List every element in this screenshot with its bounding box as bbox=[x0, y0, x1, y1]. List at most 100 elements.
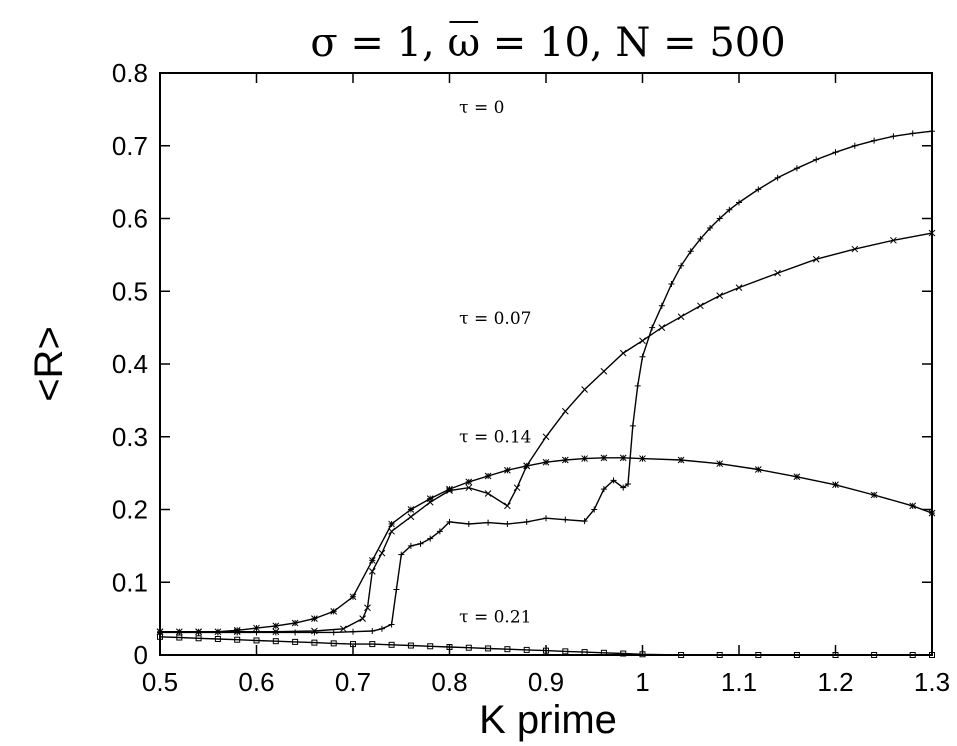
data-point bbox=[634, 382, 641, 389]
data-point bbox=[543, 647, 549, 654]
data-point bbox=[812, 255, 820, 263]
data-point bbox=[793, 165, 800, 172]
data-point bbox=[928, 229, 936, 237]
y-tick-label: 0.4 bbox=[112, 349, 148, 379]
x-tick-label: 1.1 bbox=[721, 667, 757, 697]
x-tick-label: 0.8 bbox=[431, 667, 467, 697]
y-tick-label: 0.7 bbox=[112, 131, 148, 161]
data-point bbox=[485, 645, 492, 652]
data-point bbox=[195, 635, 202, 642]
data-point bbox=[176, 634, 183, 641]
data-point bbox=[407, 642, 414, 649]
data-point bbox=[581, 649, 588, 656]
data-point bbox=[368, 567, 376, 575]
data-point bbox=[234, 636, 241, 643]
y-tick-label: 0.5 bbox=[112, 276, 148, 306]
data-point bbox=[465, 484, 473, 492]
data-point bbox=[871, 652, 878, 658]
data-point bbox=[600, 367, 608, 375]
data-point bbox=[736, 199, 742, 206]
x-tick-label: 1.3 bbox=[914, 667, 950, 697]
data-point bbox=[561, 407, 569, 415]
data-point bbox=[620, 650, 627, 657]
data-point bbox=[707, 224, 714, 231]
data-point bbox=[388, 641, 395, 648]
data-point bbox=[253, 637, 260, 644]
series-label-1: τ = 0.07 bbox=[459, 309, 531, 329]
y-axis-label: <R> bbox=[27, 326, 71, 402]
data-point bbox=[465, 521, 472, 528]
data-point bbox=[677, 456, 685, 464]
chart-title: σ = 1, ω = 10, N = 500 bbox=[310, 20, 785, 66]
y-tick-label: 0 bbox=[134, 640, 148, 670]
data-point bbox=[330, 607, 338, 615]
data-point bbox=[378, 549, 386, 557]
plot-area: 0.5 0.6 0.7 0.8 0.9 1 1.1 1.2 1.3 0 0.1 0.2 0.3 0.4 0.… bbox=[112, 58, 950, 697]
y-tick-label: 0.8 bbox=[112, 58, 148, 88]
data-point bbox=[726, 206, 733, 213]
data-point bbox=[436, 528, 443, 535]
data-point bbox=[349, 593, 357, 601]
y-tick-label: 0.3 bbox=[112, 422, 148, 452]
data-point bbox=[253, 624, 260, 632]
data-point bbox=[774, 269, 781, 277]
data-point bbox=[542, 458, 550, 466]
data-point bbox=[291, 619, 299, 627]
data-point bbox=[581, 455, 588, 462]
data-point bbox=[793, 473, 801, 481]
data-point bbox=[446, 643, 453, 650]
data-point bbox=[716, 292, 724, 299]
data-point bbox=[504, 466, 511, 474]
data-point bbox=[871, 137, 878, 144]
data-point bbox=[658, 302, 665, 309]
data-point bbox=[513, 484, 521, 492]
data-point bbox=[870, 491, 878, 499]
data-point bbox=[581, 518, 588, 525]
data-point bbox=[350, 628, 356, 635]
data-point bbox=[388, 527, 395, 535]
data-point bbox=[523, 646, 530, 653]
data-point bbox=[195, 628, 202, 636]
data-point bbox=[523, 518, 530, 525]
data-point bbox=[639, 353, 646, 360]
data-point bbox=[446, 485, 453, 493]
data-point bbox=[393, 586, 400, 593]
data-point bbox=[272, 638, 279, 645]
data-point bbox=[504, 646, 511, 653]
series-line-1 bbox=[160, 232, 933, 633]
data-point bbox=[620, 484, 627, 491]
data-point bbox=[610, 477, 617, 484]
x-tick-label: 0.7 bbox=[335, 667, 371, 697]
data-point bbox=[426, 495, 434, 502]
data-point bbox=[668, 280, 675, 287]
data-point bbox=[542, 433, 550, 441]
data-point bbox=[311, 639, 318, 646]
data-point bbox=[292, 629, 299, 636]
data-point bbox=[678, 652, 685, 658]
data-point bbox=[359, 615, 367, 622]
data-point bbox=[339, 625, 347, 633]
data-point bbox=[292, 638, 299, 645]
data-point bbox=[625, 481, 632, 488]
data-point bbox=[754, 466, 762, 473]
data-point bbox=[543, 515, 549, 522]
data-point bbox=[485, 519, 492, 526]
data-point bbox=[561, 456, 569, 464]
data-point bbox=[407, 513, 415, 521]
data-point bbox=[851, 245, 859, 253]
x-tick-label: 0.9 bbox=[528, 667, 564, 697]
data-point bbox=[629, 422, 636, 429]
chart-title-part-1: σ = 1, bbox=[310, 20, 447, 66]
data-point bbox=[928, 509, 936, 517]
data-point bbox=[890, 133, 897, 140]
data-point bbox=[364, 604, 371, 612]
data-point bbox=[233, 626, 241, 634]
data-point bbox=[793, 652, 800, 658]
data-point bbox=[649, 324, 656, 331]
data-point bbox=[504, 521, 511, 528]
data-point bbox=[214, 635, 221, 642]
data-point bbox=[427, 643, 434, 650]
data-point bbox=[311, 627, 318, 635]
data-point bbox=[523, 462, 531, 470]
series-label-3: τ = 0.21 bbox=[459, 607, 531, 627]
